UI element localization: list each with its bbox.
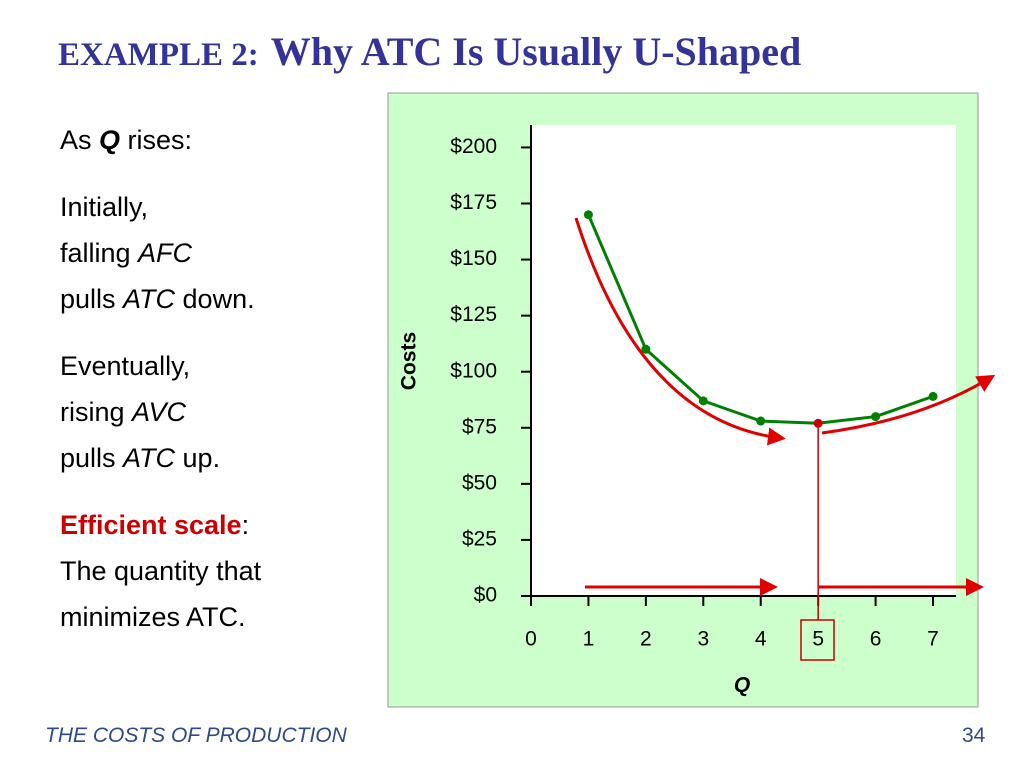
marks: $0 $25 $50 $75 $100 $125 $150 $175 $200 0 1 2 3 4 5 6 7 (450, 135, 939, 651)
slide-title: EXAMPLE 2: Why ATC Is Usually U-Shaped (58, 28, 801, 75)
text-run: pulls (60, 443, 124, 473)
y-tick-label: $125 (450, 303, 497, 326)
x-axis-label: Q (734, 674, 750, 697)
x-tick-label: 7 (927, 628, 939, 651)
text-run: The quantity that (60, 556, 262, 586)
x-tick-label: 5 (812, 628, 824, 651)
y-tick-label: $100 (450, 359, 497, 382)
body-text: As Q rises: Initially, falling AFC pulls AT… (60, 117, 261, 661)
y-tick-label: $0 (474, 584, 497, 607)
x-tick-label: 4 (755, 628, 767, 651)
text-run: ATC (123, 443, 176, 473)
x-tick-label: 0 (525, 628, 537, 651)
y-axis-label: Costs (398, 332, 421, 390)
footer: THE COSTS OF PRODUCTION (45, 724, 347, 747)
text-run: rising (60, 397, 133, 427)
falling-arrow (574, 217, 786, 446)
text-line: pulls ATC down. (60, 276, 261, 322)
title-text: Why ATC Is Usually U-Shaped (270, 29, 802, 74)
text-line: Eventually, (60, 343, 261, 389)
y-tick-label: $50 (462, 471, 497, 494)
text-run: ATC (123, 284, 176, 314)
point (756, 416, 766, 426)
text-line: As Q rises: (60, 117, 261, 163)
text-run: : (241, 510, 250, 540)
text-line: Efficient scale: (60, 502, 261, 548)
point (641, 344, 651, 354)
text-line: Initially, (60, 184, 261, 230)
y-tick-label: $75 (462, 415, 497, 438)
y-tick-label: $200 (450, 135, 497, 158)
text-run: AFC (138, 238, 193, 268)
text-run: Efficient scale (60, 510, 242, 540)
x-tick-label: 6 (870, 628, 882, 651)
text-run: down. (175, 284, 255, 314)
text-run: Initially, (60, 192, 149, 222)
min-box (800, 619, 835, 661)
text-run: Q (99, 125, 121, 155)
text-run: falling (60, 238, 139, 268)
title-label: EXAMPLE 2: (58, 37, 259, 73)
plot-area (531, 125, 956, 596)
text-run: minimizes ATC. (60, 602, 246, 632)
text-line: falling AFC (60, 230, 261, 276)
point (928, 391, 938, 401)
paragraph: Efficient scale: The quantity that minimiz… (60, 502, 261, 640)
rising-arrow (821, 374, 996, 435)
point (583, 210, 593, 220)
y-tick-label: $25 (462, 527, 497, 550)
y-tick-label: $175 (450, 191, 497, 214)
text-run: AVC (132, 397, 187, 427)
text-run: up. (175, 443, 221, 473)
text-line: The quantity that (60, 548, 261, 594)
y-tick-label: $150 (450, 247, 497, 270)
text-run: As (60, 125, 100, 155)
paragraph: As Q rises: (60, 117, 261, 163)
page-number: 34 (962, 724, 986, 747)
x-tick-label: 2 (640, 628, 652, 651)
point (871, 412, 881, 422)
x-tick-label: 3 (697, 628, 709, 651)
point (813, 418, 823, 428)
text-run: pulls (60, 284, 124, 314)
paragraph: Initially, falling AFC pulls ATC down. (60, 184, 261, 322)
text-line: pulls ATC up. (60, 435, 261, 481)
text-line: rising AVC (60, 389, 261, 435)
point (698, 396, 708, 406)
paragraph: Eventually, rising AVC pulls ATC up. (60, 343, 261, 481)
x-tick-label: 1 (583, 628, 595, 651)
text-run: Eventually, (60, 351, 191, 381)
text-line: minimizes ATC. (60, 594, 261, 640)
text-run: rises: (120, 125, 193, 155)
